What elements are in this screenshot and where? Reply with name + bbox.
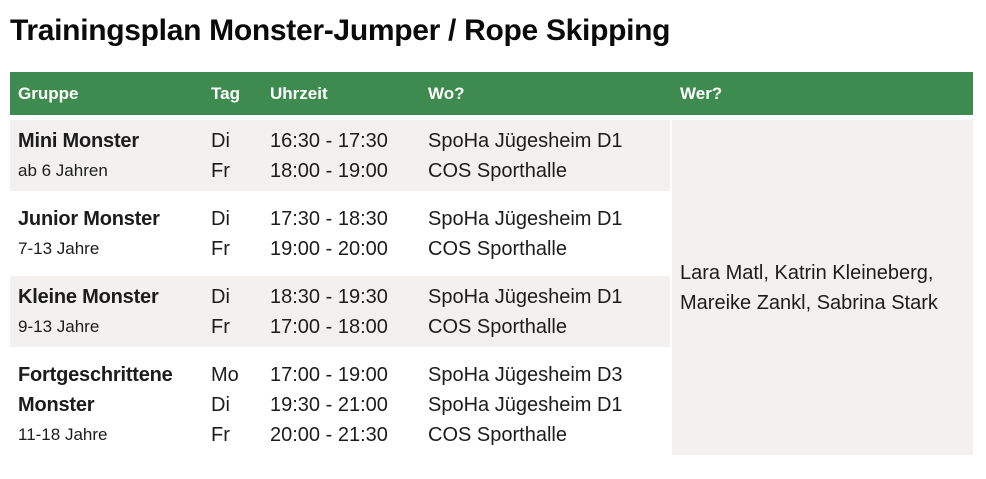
time-cell: 16:30 - 17:30 18:00 - 19:00 [262,126,420,186]
session-time: 19:00 - 20:00 [270,238,388,260]
trainers-line: Lara Matl, Katrin Kleineberg, [680,261,934,284]
schedule-table: Gruppe Tag Uhrzeit Wo? Wer? Mini Monster… [10,72,973,455]
training-plan-page: Trainingsplan Monster-Jumper / Rope Skip… [10,12,973,455]
table-row: Fortgeschrittene Monster 11-18 Jahre Mo … [10,354,670,455]
group-name: Fortgeschrittene Monster [18,364,173,416]
page-title: Trainingsplan Monster-Jumper / Rope Skip… [10,14,671,47]
trainers-panel: Lara Matl, Katrin Kleineberg, Mareike Za… [672,120,973,455]
header-cell-gruppe: Gruppe [18,83,79,103]
session-time: 17:30 - 18:30 [270,208,388,230]
group-age: 7-13 Jahre [18,239,100,258]
group-name: Kleine Monster [18,286,159,308]
session-day: Di [211,130,230,152]
trainers-line: Mareike Zankl, Sabrina Stark [680,291,938,314]
table-row: Mini Monster ab 6 Jahren Di Fr 16:30 - 1… [10,120,670,191]
day-cell: Di Fr [203,204,262,264]
header-cell-wer: Wer? [680,83,723,103]
header-cell-wo: Wo? [428,83,465,103]
location-cell: SpoHa Jügesheim D3 SpoHa Jügesheim D1 CO… [420,360,670,450]
session-location: SpoHa Jügesheim D1 [428,208,623,230]
session-time: 18:00 - 19:00 [270,160,388,182]
group-cell: Fortgeschrittene Monster 11-18 Jahre [10,360,203,450]
session-location: SpoHa Jügesheim D1 [428,394,623,416]
session-time: 17:00 - 19:00 [270,364,388,386]
time-cell: 17:00 - 19:00 19:30 - 21:00 20:00 - 21:3… [262,360,420,450]
table-header-row: Gruppe Tag Uhrzeit Wo? Wer? [10,72,973,115]
session-location: SpoHa Jügesheim D1 [428,130,623,152]
location-cell: SpoHa Jügesheim D1 COS Sporthalle [420,126,670,186]
session-day: Di [211,208,230,230]
group-age: ab 6 Jahren [18,161,108,180]
table-row: Junior Monster 7-13 Jahre Di Fr 17:30 - … [10,198,670,269]
group-name: Mini Monster [18,130,139,152]
table-row: Kleine Monster 9-13 Jahre Di Fr 18:30 - … [10,276,670,347]
session-location: COS Sporthalle [428,160,567,182]
session-location: SpoHa Jügesheim D3 [428,364,623,386]
session-day: Di [211,394,230,416]
session-day: Fr [211,424,230,446]
session-day: Fr [211,238,230,260]
session-location: COS Sporthalle [428,238,567,260]
group-cell: Junior Monster 7-13 Jahre [10,204,203,264]
session-day: Di [211,286,230,308]
session-day: Fr [211,316,230,338]
session-time: 18:30 - 19:30 [270,286,388,308]
group-age: 11-18 Jahre [18,425,108,444]
session-time: 19:30 - 21:00 [270,394,388,416]
session-time: 16:30 - 17:30 [270,130,388,152]
session-location: COS Sporthalle [428,316,567,338]
time-cell: 17:30 - 18:30 19:00 - 20:00 [262,204,420,264]
header-cell-uhrzeit: Uhrzeit [270,83,328,103]
group-cell: Kleine Monster 9-13 Jahre [10,282,203,342]
table-body: Mini Monster ab 6 Jahren Di Fr 16:30 - 1… [10,120,973,455]
group-age: 9-13 Jahre [18,317,100,336]
schedule-rows: Mini Monster ab 6 Jahren Di Fr 16:30 - 1… [10,120,670,455]
header-cell-tag: Tag [211,83,240,103]
time-cell: 18:30 - 19:30 17:00 - 18:00 [262,282,420,342]
day-cell: Di Fr [203,126,262,186]
session-time: 20:00 - 21:30 [270,424,388,446]
day-cell: Di Fr [203,282,262,342]
session-location: COS Sporthalle [428,424,567,446]
location-cell: SpoHa Jügesheim D1 COS Sporthalle [420,204,670,264]
group-name: Junior Monster [18,208,160,230]
session-location: SpoHa Jügesheim D1 [428,286,623,308]
session-time: 17:00 - 18:00 [270,316,388,338]
location-cell: SpoHa Jügesheim D1 COS Sporthalle [420,282,670,342]
session-day: Fr [211,160,230,182]
day-cell: Mo Di Fr [203,360,262,450]
session-day: Mo [211,364,239,386]
group-cell: Mini Monster ab 6 Jahren [10,126,203,186]
